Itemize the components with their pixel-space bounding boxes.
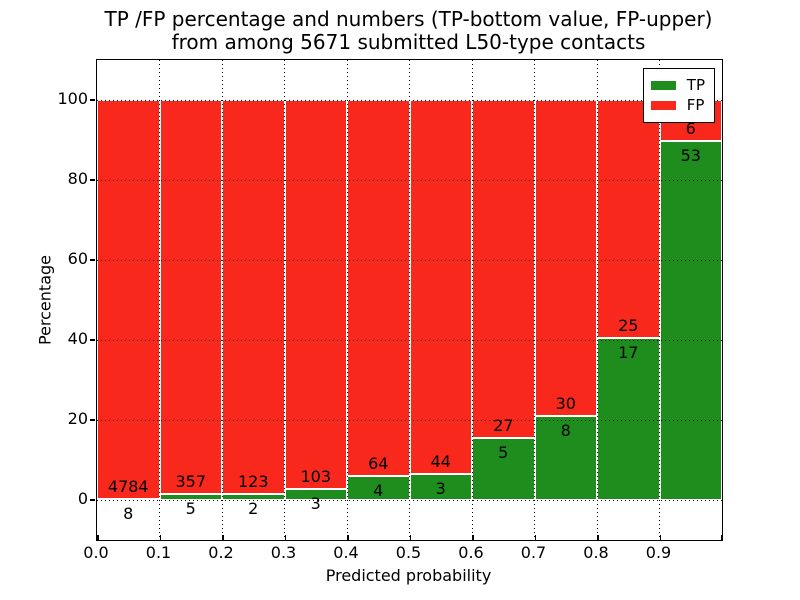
- gridline-vertical: [534, 60, 535, 540]
- x-tick-label: 0.4: [333, 543, 359, 562]
- bar-count-tp: 4: [373, 481, 384, 501]
- legend: TP FP: [642, 68, 715, 123]
- plot-area: TP FP 4784 8 357 5 123 2 103 3 64 4 44 3 27 5 30 8 25 17 6 5…: [96, 59, 723, 541]
- gridline-vertical: [221, 60, 223, 540]
- bar-count-fp: 4784: [107, 477, 149, 497]
- bar-count-fp: 357: [175, 472, 207, 492]
- chart-title: TP /FP percentage and numbers (TP-bottom…: [96, 8, 721, 54]
- bar-segment-fp: [222, 100, 285, 494]
- legend-label-fp: FP: [686, 96, 705, 114]
- x-tick-mark: [347, 535, 349, 540]
- x-tick-label: 0.6: [458, 543, 484, 562]
- y-tick-label: 0: [77, 489, 88, 508]
- bar-count-tp: 5: [185, 499, 196, 519]
- y-tick-mark: [90, 419, 95, 421]
- x-tick-label: 0.7: [520, 543, 547, 562]
- bar-segment-fp: [409, 100, 472, 475]
- bar-segment-fp: [534, 100, 597, 416]
- x-tick-mark: [720, 535, 722, 540]
- x-tick-label: 0.0: [83, 543, 109, 562]
- x-tick-label: 0.2: [208, 543, 234, 562]
- bar-count-tp: 5: [498, 442, 509, 462]
- bar-segment-fp: [472, 100, 535, 438]
- gridline-vertical: [596, 60, 598, 540]
- y-tick-mark: [90, 179, 95, 181]
- gridline-vertical: [284, 60, 285, 540]
- gridline-vertical: [659, 60, 660, 540]
- x-tick-label: 0.3: [270, 543, 297, 562]
- bar-count-tp: 8: [123, 504, 134, 524]
- chart-title-line1: TP /FP percentage and numbers (TP-bottom…: [104, 7, 713, 31]
- y-tick-mark: [90, 339, 95, 341]
- bar-segment-fp: [597, 100, 660, 339]
- x-tick-label: 0.9: [645, 543, 672, 562]
- bar-count-tp: 8: [560, 420, 571, 440]
- y-tick-mark: [90, 259, 95, 261]
- x-tick-mark: [409, 535, 411, 540]
- bar-count-fp: 6: [685, 118, 696, 138]
- legend-swatch-fp: [650, 101, 676, 110]
- y-tick-label: 40: [67, 329, 88, 348]
- bar-count-fp: 64: [368, 454, 389, 474]
- bar-count-tp: 17: [618, 343, 639, 363]
- x-axis-label: Predicted probability: [325, 566, 492, 585]
- bar-count-tp: 53: [680, 145, 701, 165]
- y-tick-label: 100: [57, 89, 88, 108]
- bar-count-tp: 3: [435, 479, 446, 499]
- x-tick-label: 0.8: [583, 543, 609, 562]
- bar-segment-tp: [659, 140, 722, 500]
- x-tick-mark: [159, 535, 161, 540]
- x-tick-mark: [222, 535, 224, 540]
- x-tick-label: 0.1: [145, 543, 172, 562]
- x-tick-mark: [597, 535, 599, 540]
- legend-entry-fp: FP: [650, 96, 705, 114]
- chart-title-line2: from among 5671 submitted L50-type conta…: [171, 30, 646, 54]
- bar-count-fp: 44: [430, 452, 451, 472]
- bar-count-fp: 30: [555, 393, 576, 413]
- legend-label-tp: TP: [686, 76, 705, 94]
- x-tick-mark: [472, 535, 474, 540]
- x-tick-label: 0.5: [395, 543, 422, 562]
- gridline-vertical: [471, 60, 473, 540]
- bar-count-tp: 3: [310, 493, 321, 513]
- bar-segment-fp: [284, 100, 347, 489]
- bar-count-tp: 2: [248, 498, 259, 518]
- bar-count-fp: 27: [493, 415, 514, 435]
- y-tick-mark: [90, 99, 95, 101]
- gridline-vertical: [409, 60, 410, 540]
- legend-entry-tp: TP: [650, 76, 705, 94]
- gridline-vertical: [159, 60, 160, 540]
- x-tick-mark: [659, 535, 661, 540]
- bar-count-fp: 123: [237, 471, 269, 491]
- x-tick-mark: [534, 535, 536, 540]
- y-tick-mark: [90, 499, 95, 501]
- bar-count-fp: 103: [300, 466, 332, 486]
- x-tick-mark: [97, 535, 99, 540]
- bar-segment-fp: [159, 100, 222, 495]
- legend-swatch-tp: [650, 81, 676, 90]
- y-tick-label: 20: [67, 409, 88, 428]
- x-tick-mark: [284, 535, 286, 540]
- gridline-vertical: [346, 60, 348, 540]
- y-tick-label: 60: [67, 249, 88, 268]
- y-tick-label: 80: [67, 169, 88, 188]
- bar-segment-fp: [97, 100, 160, 500]
- bar-count-fp: 25: [618, 316, 639, 336]
